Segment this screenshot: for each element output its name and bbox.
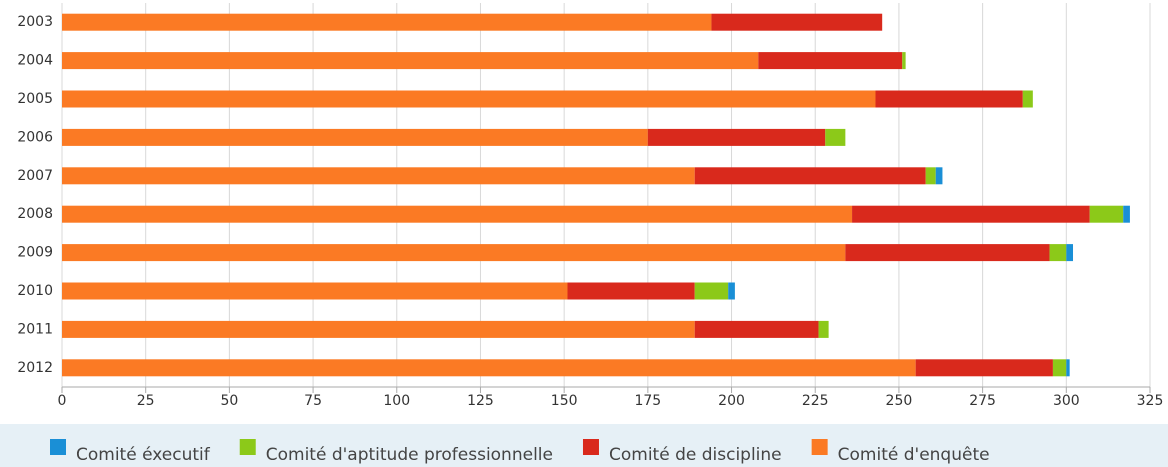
bar-segment bbox=[1049, 244, 1067, 262]
bar-segment bbox=[62, 128, 648, 146]
bar-segment bbox=[62, 244, 846, 262]
bar-segment bbox=[852, 205, 1090, 223]
x-tick-label: 75 bbox=[304, 393, 322, 409]
x-tick-label: 175 bbox=[634, 393, 661, 409]
legend-swatch bbox=[50, 439, 66, 455]
x-tick-label: 150 bbox=[551, 393, 578, 409]
legend-label: Comité d'enquête bbox=[838, 445, 990, 465]
bar-segment bbox=[1066, 244, 1074, 262]
legend-label: Comité d'aptitude professionnelle bbox=[266, 445, 553, 465]
bar-segment bbox=[567, 282, 695, 300]
y-tick-label: 2007 bbox=[17, 168, 53, 184]
x-tick-label: 300 bbox=[1053, 393, 1080, 409]
legend-label: Comité éxecutif bbox=[76, 445, 211, 465]
bar-segment bbox=[694, 320, 819, 338]
bar-segment bbox=[1052, 359, 1067, 377]
bar-segment bbox=[728, 282, 735, 300]
y-tick-label: 2011 bbox=[17, 321, 53, 337]
bar-segment bbox=[62, 13, 712, 31]
bar-segment bbox=[825, 128, 846, 146]
bar-segment bbox=[62, 205, 853, 223]
bar-segment bbox=[875, 90, 1023, 108]
y-tick-label: 2004 bbox=[17, 53, 53, 69]
y-tick-label: 2012 bbox=[17, 360, 53, 376]
bar-segment bbox=[935, 167, 943, 185]
bar-segment bbox=[62, 52, 759, 70]
legend-swatch bbox=[239, 439, 256, 455]
bar-segment bbox=[915, 359, 1053, 377]
y-tick-label: 2009 bbox=[17, 245, 53, 261]
legend: Comité éxecutif Comité d'aptitude profess… bbox=[50, 439, 990, 465]
bar-segment bbox=[62, 167, 695, 185]
legend-swatch bbox=[811, 439, 828, 455]
bar-segment bbox=[1123, 205, 1130, 223]
y-tick-label: 2003 bbox=[17, 14, 53, 30]
bar-segment bbox=[758, 52, 903, 70]
bar-segment bbox=[62, 320, 695, 338]
bar-segment bbox=[694, 282, 729, 300]
bar-segment bbox=[647, 128, 826, 146]
bar-segment bbox=[694, 167, 926, 185]
x-tick-label: 200 bbox=[718, 393, 745, 409]
x-tick-label: 100 bbox=[383, 393, 410, 409]
bar-segment bbox=[845, 244, 1050, 262]
bar-segment bbox=[62, 359, 916, 377]
y-tick-label: 2008 bbox=[17, 206, 53, 222]
bar-segment bbox=[1089, 205, 1124, 223]
x-tick-label: 250 bbox=[886, 393, 913, 409]
x-tick-label: 50 bbox=[220, 393, 238, 409]
bar-segment bbox=[1022, 90, 1033, 108]
y-tick-label: 2010 bbox=[17, 283, 53, 299]
legend-swatch bbox=[582, 439, 599, 455]
x-tick-label: 25 bbox=[137, 393, 155, 409]
bar-segment bbox=[925, 167, 936, 185]
x-tick-label: 275 bbox=[969, 393, 996, 409]
x-tick-label: 325 bbox=[1137, 393, 1164, 409]
bar-segment bbox=[62, 90, 876, 108]
y-tick-label: 2005 bbox=[17, 91, 53, 107]
x-tick-label: 125 bbox=[467, 393, 494, 409]
bar-segment bbox=[1066, 359, 1070, 377]
y-tick-label: 2006 bbox=[17, 129, 53, 145]
bar-segment bbox=[818, 320, 829, 338]
x-tick-label: 0 bbox=[58, 393, 67, 409]
legend-label: Comité de discipline bbox=[609, 445, 782, 465]
bar-segment bbox=[902, 52, 906, 70]
bar-segment bbox=[711, 13, 883, 31]
x-tick-label: 225 bbox=[802, 393, 829, 409]
bar-segment bbox=[62, 282, 568, 300]
